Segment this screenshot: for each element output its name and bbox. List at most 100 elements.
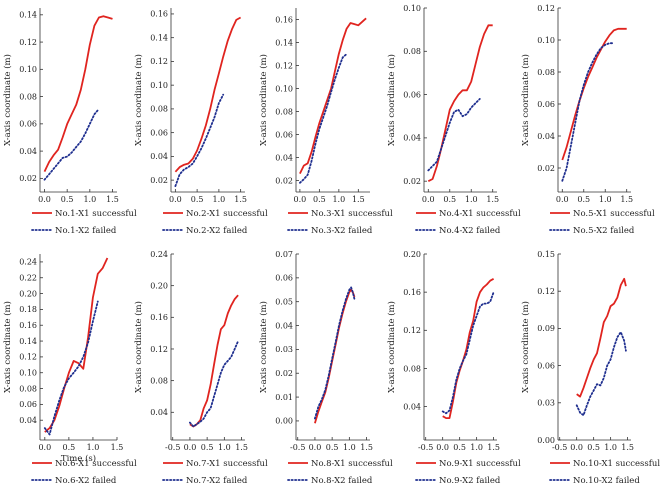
x-tick-label: 0.0 bbox=[570, 443, 583, 452]
x-tick-label: 0.0 bbox=[184, 443, 197, 452]
series-line-failed bbox=[174, 93, 225, 188]
x-tick-label: 0.0 bbox=[38, 443, 51, 452]
y-tick-label: 0.09 bbox=[537, 324, 555, 333]
y-tick-label: 0.03 bbox=[275, 345, 293, 354]
y-tick-label: 0.08 bbox=[150, 376, 168, 385]
x-tick-label: 0.0 bbox=[294, 195, 307, 204]
y-tick-label: 0.06 bbox=[275, 274, 293, 283]
series-line-successful bbox=[576, 277, 627, 398]
legend-label: No.5-X1 successful bbox=[573, 209, 655, 219]
legend-label: No.7-X2 failed bbox=[186, 476, 248, 486]
legend-label: No.8-X1 successful bbox=[311, 459, 393, 469]
y-tick-label: 0.02 bbox=[275, 176, 293, 185]
x-tick-label: 1.0 bbox=[87, 443, 100, 452]
x-tick-label: 0.5 bbox=[577, 195, 590, 204]
y-tick-label: 0.12 bbox=[403, 326, 421, 335]
y-tick-label: 0.06 bbox=[19, 400, 37, 409]
y-tick-label: 0.18 bbox=[19, 305, 37, 314]
y-axis-title: X-axis coordinate (m) bbox=[520, 54, 531, 146]
x-tick-label: 0.5 bbox=[326, 443, 339, 452]
x-tick-label: -0.5 bbox=[165, 443, 180, 452]
y-axis-title: X-axis coordinate (m) bbox=[520, 301, 531, 393]
x-tick-label: 0.5 bbox=[313, 195, 326, 204]
y-tick-label: 0.08 bbox=[150, 105, 168, 114]
x-tick-label: 1.0 bbox=[332, 195, 345, 204]
y-axis-title: X-axis coordinate (m) bbox=[133, 54, 144, 146]
x-tick-label: 1.5 bbox=[235, 443, 248, 452]
x-tick-label: 1.5 bbox=[352, 195, 365, 204]
x-tick-label: 1.0 bbox=[343, 443, 356, 452]
y-tick-label: 0.16 bbox=[403, 288, 421, 297]
y-tick-label: 0.12 bbox=[19, 38, 37, 47]
y-tick-label: 0.24 bbox=[19, 258, 37, 267]
y-tick-label: 0.00 bbox=[537, 436, 555, 445]
y-tick-label: 0.01 bbox=[275, 393, 293, 402]
y-tick-label: 0.20 bbox=[150, 281, 168, 290]
chart-panel-9: 0.04 0.08 0.12 0.16 0.20 -0.5 0.0 0.5 1.0 1.5 X-ax… bbox=[386, 250, 521, 486]
legend-label: No.7-X1 successful bbox=[186, 459, 268, 469]
x-tick-label: 0.0 bbox=[169, 195, 182, 204]
y-tick-label: 0.02 bbox=[19, 174, 37, 183]
y-tick-label: 0.12 bbox=[150, 345, 168, 354]
x-tick-label: 1.0 bbox=[465, 195, 478, 204]
y-tick-label: 0.20 bbox=[403, 250, 421, 259]
y-tick-label: 0.20 bbox=[19, 289, 37, 298]
x-tick-label: 1.5 bbox=[234, 195, 247, 204]
series-line-successful bbox=[43, 15, 113, 172]
series-line-successful bbox=[561, 27, 627, 161]
x-tick-label: 1.0 bbox=[604, 443, 617, 452]
y-tick-label: 0.12 bbox=[150, 57, 168, 66]
series-line-failed bbox=[43, 108, 100, 181]
legend-label: No.10-X2 failed bbox=[573, 476, 640, 486]
y-tick-label: 0.02 bbox=[537, 164, 555, 173]
x-axis-title: Time (s) bbox=[61, 453, 96, 464]
y-tick-label: 0.06 bbox=[275, 130, 293, 139]
y-tick-label: 0.08 bbox=[403, 364, 421, 373]
y-tick-label: 0.02 bbox=[150, 176, 168, 185]
y-tick-label: 0.04 bbox=[403, 134, 421, 143]
series-line-failed bbox=[575, 331, 627, 417]
series-line-successful bbox=[427, 24, 493, 183]
x-tick-label: 0.0 bbox=[309, 443, 322, 452]
y-tick-label: 0.24 bbox=[150, 250, 168, 259]
legend-label: No.3-X2 failed bbox=[311, 226, 373, 236]
x-tick-label: 0.0 bbox=[38, 195, 51, 204]
y-tick-label: 0.03 bbox=[537, 399, 555, 408]
legend-label: No.3-X1 successful bbox=[311, 209, 393, 219]
legend-label: No.4-X2 failed bbox=[439, 226, 501, 236]
y-tick-label: 0.06 bbox=[150, 128, 168, 137]
y-tick-label: 0.04 bbox=[537, 132, 555, 141]
series-line-successful bbox=[314, 288, 356, 424]
y-tick-label: 0.04 bbox=[403, 402, 421, 411]
x-tick-label: 1.5 bbox=[111, 443, 124, 452]
y-tick-label: 0.12 bbox=[19, 353, 37, 362]
series-line-failed bbox=[427, 98, 481, 172]
y-tick-label: 0.16 bbox=[150, 313, 168, 322]
y-tick-label: 0.14 bbox=[150, 33, 168, 42]
series-line-failed bbox=[441, 291, 495, 415]
y-tick-label: 0.15 bbox=[537, 250, 555, 259]
legend-label: No.1-X2 failed bbox=[55, 226, 117, 236]
y-tick-label: 0.14 bbox=[19, 11, 37, 20]
x-tick-label: 0.5 bbox=[453, 443, 466, 452]
x-tick-label: 1.5 bbox=[621, 443, 634, 452]
legend-label: No.10-X1 successful bbox=[573, 459, 660, 469]
x-tick-label: 0.0 bbox=[436, 443, 449, 452]
y-tick-label: 0.14 bbox=[19, 337, 37, 346]
legend-label: No.9-X2 failed bbox=[439, 476, 501, 486]
y-tick-label: 0.06 bbox=[403, 90, 421, 99]
y-tick-label: 0.16 bbox=[150, 10, 168, 19]
series-line-failed bbox=[313, 286, 356, 420]
series-line-successful bbox=[189, 294, 239, 428]
y-tick-label: 0.06 bbox=[19, 120, 37, 129]
legend-label: No.8-X2 failed bbox=[311, 476, 373, 486]
y-tick-label: 0.07 bbox=[275, 250, 293, 259]
legend-label: No.6-X2 failed bbox=[55, 476, 117, 486]
y-tick-label: 0.08 bbox=[19, 384, 37, 393]
y-tick-label: 0.04 bbox=[19, 147, 37, 156]
y-tick-label: 0.04 bbox=[275, 321, 293, 330]
y-tick-label: 0.22 bbox=[19, 274, 37, 283]
legend-label: No.5-X2 failed bbox=[573, 226, 635, 236]
x-tick-label: 0.5 bbox=[63, 443, 76, 452]
x-tick-label: 0.0 bbox=[422, 195, 435, 204]
